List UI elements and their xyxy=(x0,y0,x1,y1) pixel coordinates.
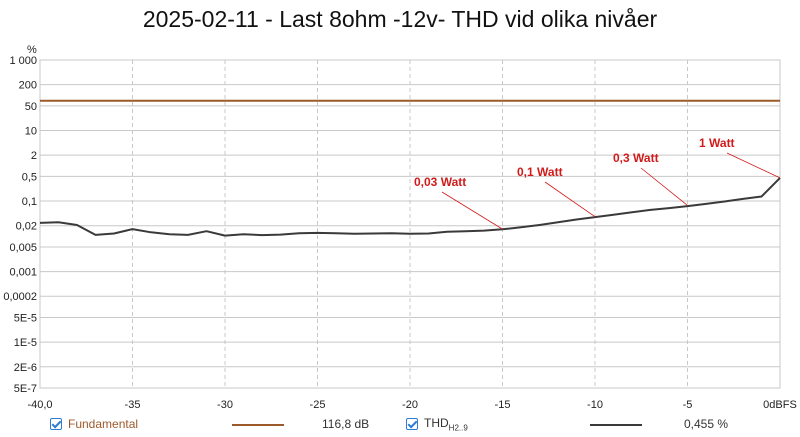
y-tick-label: 200 xyxy=(19,80,37,92)
annotation-leader xyxy=(441,191,503,230)
y-tick-label: 10 xyxy=(25,126,37,138)
x-tick-label: -10 xyxy=(587,399,603,411)
y-tick-label: 1 000 xyxy=(9,55,37,67)
y-tick-label: 50 xyxy=(25,101,37,113)
y-axis-label: % xyxy=(27,44,37,56)
y-tick-label: 0,02 xyxy=(16,221,37,233)
thd-value: 0,455 % xyxy=(684,417,729,431)
x-tick-label: -30 xyxy=(217,399,233,411)
x-tick-label: 0dBFS xyxy=(763,399,797,411)
annotation-leader xyxy=(544,181,596,218)
annotation-leader xyxy=(640,167,688,206)
thd-swatch xyxy=(590,424,642,426)
y-tick-label: 0,001 xyxy=(9,267,37,279)
fundamental-value: 116,8 dB xyxy=(322,417,370,431)
x-tick-label: -20 xyxy=(402,399,418,411)
fundamental-checkbox[interactable] xyxy=(50,418,62,430)
y-tick-label: 5E-5 xyxy=(14,312,37,324)
x-tick-label: -5 xyxy=(683,399,693,411)
y-tick-label: 0,0002 xyxy=(3,291,37,303)
annotation-leader xyxy=(726,152,781,179)
thd-legend-label: THDH2..9 xyxy=(424,415,468,433)
annotation-label: 0,1 Watt xyxy=(517,165,563,179)
x-tick-label: -40,0 xyxy=(27,399,52,411)
y-tick-label: 0,005 xyxy=(9,242,37,254)
thd-checkbox[interactable] xyxy=(406,418,418,430)
legend-thd[interactable]: THDH2..9 xyxy=(406,414,468,434)
x-tick-label: -35 xyxy=(125,399,141,411)
thd-line xyxy=(39,177,781,237)
annotation-label: 0,03 Watt xyxy=(414,175,466,189)
y-tick-label: 0,5 xyxy=(22,171,37,183)
y-tick-label: 2 xyxy=(31,150,37,162)
fundamental-swatch xyxy=(232,424,284,426)
y-tick-label: 2E-6 xyxy=(14,362,37,374)
fundamental-legend-label: Fundamental xyxy=(68,417,139,431)
annotation-label: 0,3 Watt xyxy=(613,151,659,165)
annotation-label: 1 Watt xyxy=(699,136,735,150)
y-tick-label: 5E-7 xyxy=(14,383,37,395)
chart-title: 2025-02-11 - Last 8ohm -12v- THD vid oli… xyxy=(142,6,658,32)
x-tick-label: -15 xyxy=(495,399,511,411)
legend-fundamental[interactable]: Fundamental xyxy=(50,414,138,434)
y-tick-label: 1E-5 xyxy=(14,337,37,349)
y-tick-label: 0,1 xyxy=(22,196,37,208)
x-tick-label: -25 xyxy=(310,399,326,411)
